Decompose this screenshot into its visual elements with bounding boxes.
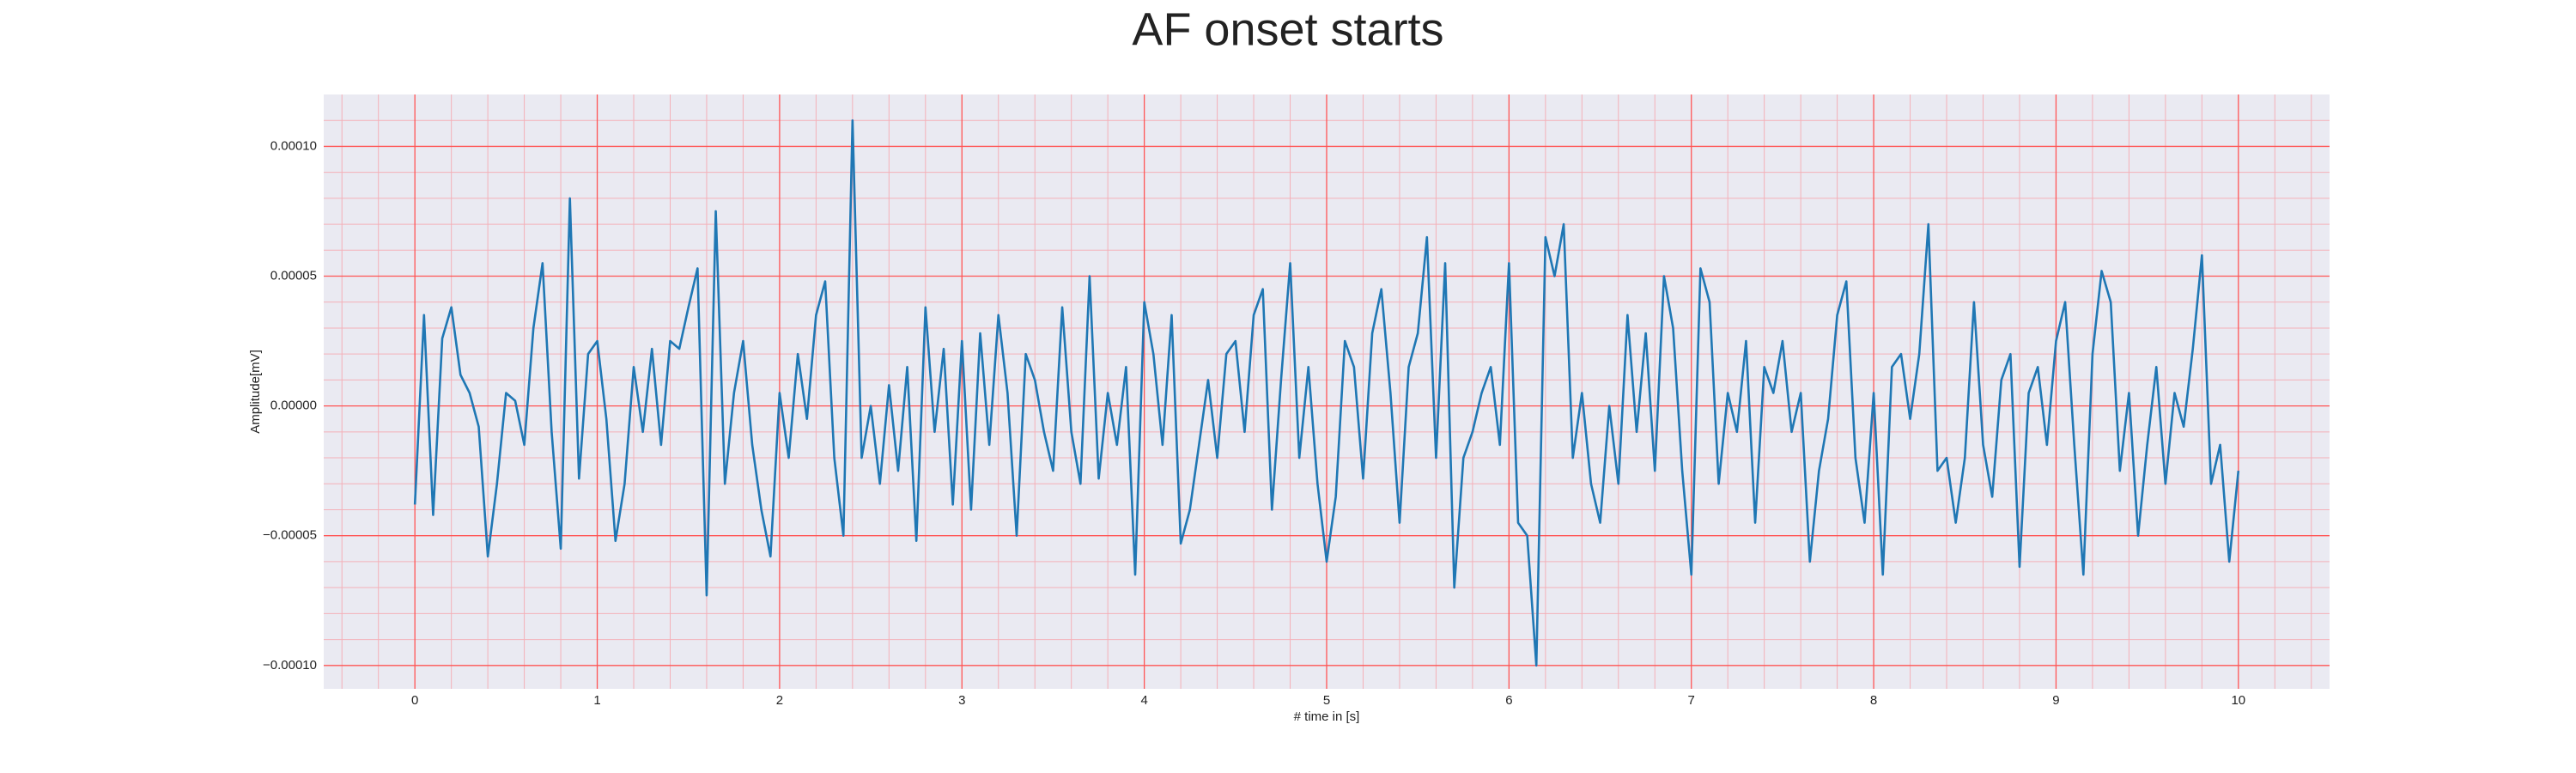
x-tick-label: 2 [776,693,783,708]
x-tick-label: 3 [958,693,965,708]
y-tick-label: 0.00005 [270,268,317,283]
y-tick-label: −0.00010 [263,658,317,673]
y-tick-label: −0.00005 [263,528,317,543]
y-tick-label: 0.00000 [270,399,317,413]
x-tick-label: 4 [1140,693,1147,708]
x-tick-label: 10 [2231,693,2245,708]
x-axis-label: # time in [s] [1294,709,1360,724]
y-axis-label: Amplitude[mV] [248,350,263,434]
x-tick-label: 1 [593,693,600,708]
x-tick-label: 0 [411,693,418,708]
x-tick-label: 5 [1323,693,1330,708]
signal-line [413,119,2240,667]
y-tick-label: 0.00010 [270,138,317,153]
x-tick-label: 8 [1870,693,1877,708]
chart-title: AF onset starts [1132,3,1443,55]
x-tick-label: 7 [1688,693,1695,708]
x-tick-label: 6 [1505,693,1512,708]
x-tick-label: 9 [2052,693,2059,708]
